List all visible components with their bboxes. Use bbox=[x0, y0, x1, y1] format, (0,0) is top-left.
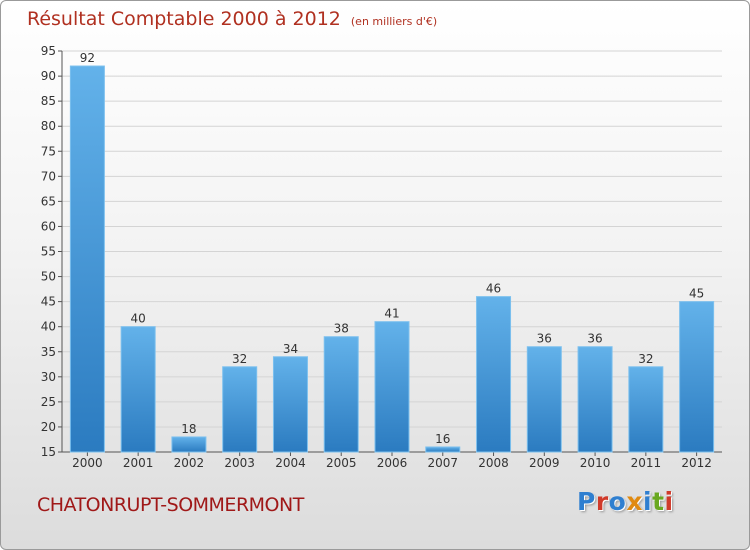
bar-2011 bbox=[628, 366, 664, 453]
value-label-2007: 16 bbox=[435, 432, 450, 446]
value-label-2012: 45 bbox=[689, 287, 704, 301]
value-label-2009: 36 bbox=[537, 332, 552, 346]
xtick-label-2001: 2001 bbox=[123, 456, 154, 470]
proxiti-logo[interactable]: Proxiti bbox=[577, 487, 674, 516]
value-label-2000: 92 bbox=[80, 51, 95, 65]
bar-2012 bbox=[679, 301, 715, 453]
ytick-label-25: 25 bbox=[41, 395, 56, 409]
bar-2000 bbox=[69, 65, 105, 453]
value-label-2005: 38 bbox=[334, 322, 349, 336]
xtick-label-2007: 2007 bbox=[427, 456, 458, 470]
value-label-2010: 36 bbox=[587, 332, 602, 346]
xtick-label-2008: 2008 bbox=[478, 456, 509, 470]
ytick-label-50: 50 bbox=[41, 270, 56, 284]
logo-letter: t bbox=[652, 487, 665, 516]
commune-name: CHATONRUPT-SOMMERMONT bbox=[37, 494, 304, 516]
ytick-label-70: 70 bbox=[41, 169, 56, 183]
value-label-2008: 46 bbox=[486, 282, 501, 296]
ytick-label-20: 20 bbox=[41, 420, 56, 434]
chart-title: Résultat Comptable 2000 à 2012 (en millie… bbox=[27, 8, 437, 30]
logo-letter: i bbox=[643, 487, 653, 516]
xtick-label-2004: 2004 bbox=[275, 456, 306, 470]
logo-letter: o bbox=[608, 487, 627, 516]
bar-2001 bbox=[120, 326, 156, 453]
ytick-label-15: 15 bbox=[41, 445, 56, 459]
bar-2003 bbox=[222, 366, 258, 453]
bar-2002 bbox=[171, 436, 207, 453]
ytick-label-55: 55 bbox=[41, 245, 56, 259]
xtick-label-2005: 2005 bbox=[326, 456, 357, 470]
logo-letter: r bbox=[595, 487, 609, 516]
value-label-2011: 32 bbox=[638, 352, 653, 366]
logo-letter: P bbox=[577, 487, 596, 516]
ytick-label-80: 80 bbox=[41, 119, 56, 133]
bar-2008 bbox=[476, 296, 512, 453]
value-label-2006: 41 bbox=[384, 307, 399, 321]
bar-2004 bbox=[272, 356, 308, 453]
bar-2005 bbox=[323, 336, 359, 453]
xtick-label-2006: 2006 bbox=[377, 456, 408, 470]
ytick-label-30: 30 bbox=[41, 370, 56, 384]
ytick-label-85: 85 bbox=[41, 94, 56, 108]
ytick-label-75: 75 bbox=[41, 144, 56, 158]
bar-2010 bbox=[577, 346, 613, 453]
ytick-label-90: 90 bbox=[41, 69, 56, 83]
value-label-2004: 34 bbox=[283, 342, 298, 356]
logo-letter: i bbox=[664, 487, 674, 516]
value-label-2001: 40 bbox=[131, 312, 146, 326]
ytick-label-35: 35 bbox=[41, 345, 56, 359]
chart-title-text: Résultat Comptable 2000 à 2012 bbox=[27, 8, 341, 30]
ytick-label-60: 60 bbox=[41, 219, 56, 233]
value-label-2003: 32 bbox=[232, 352, 247, 366]
bar-2006 bbox=[374, 321, 410, 453]
bar-2007 bbox=[425, 446, 461, 453]
ytick-label-95: 95 bbox=[41, 44, 56, 58]
value-label-2002: 18 bbox=[181, 422, 196, 436]
xtick-label-2000: 2000 bbox=[72, 456, 103, 470]
bar-2009 bbox=[526, 346, 562, 453]
chart-unit-label: (en milliers d'€) bbox=[350, 15, 438, 28]
ytick-label-45: 45 bbox=[41, 295, 56, 309]
xtick-label-2002: 2002 bbox=[174, 456, 205, 470]
xtick-label-2010: 2010 bbox=[580, 456, 611, 470]
ytick-label-65: 65 bbox=[41, 194, 56, 208]
ytick-label-40: 40 bbox=[41, 320, 56, 334]
xtick-label-2003: 2003 bbox=[224, 456, 255, 470]
logo-letter: x bbox=[626, 487, 643, 516]
xtick-label-2012: 2012 bbox=[681, 456, 712, 470]
bars bbox=[69, 65, 715, 453]
labels: 15 20 25 30 35 40 45 50 55 60 65 70 75 80 85 90 95 92 2000… bbox=[41, 44, 712, 470]
xtick-label-2011: 2011 bbox=[631, 456, 662, 470]
xtick-label-2009: 2009 bbox=[529, 456, 560, 470]
